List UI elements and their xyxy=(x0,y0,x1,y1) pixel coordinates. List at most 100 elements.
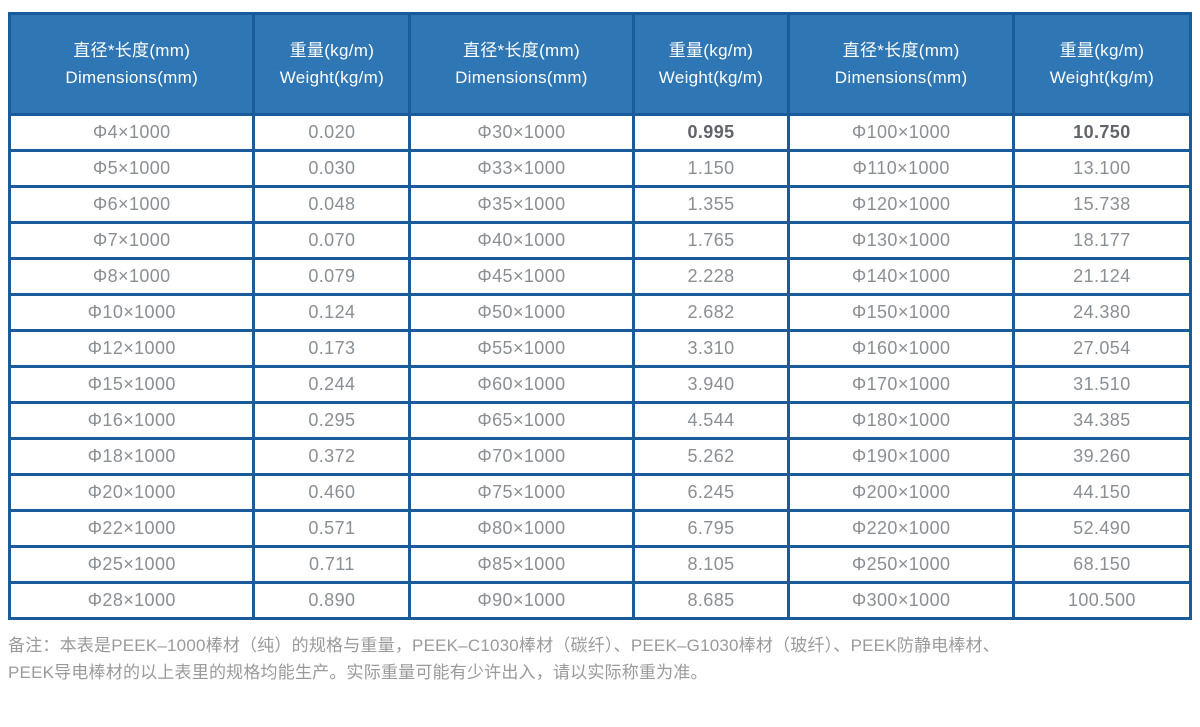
dimension-cell: Φ190×1000 xyxy=(787,437,1015,476)
dimension-cell: Φ20×1000 xyxy=(7,473,256,512)
dimension-cell: Φ220×1000 xyxy=(787,509,1015,548)
dimension-cell: Φ55×1000 xyxy=(408,329,635,368)
weight-cell: 10.750 xyxy=(1011,113,1193,152)
table-row: Φ16×1000 0.295 Φ65×1000 4.544 Φ180×1000 34.38… xyxy=(7,401,1193,440)
note: 备注：本表是PEEK–1000棒材（纯）的规格与重量，PEEK–C1030棒材（… xyxy=(8,632,1192,686)
weight-cell: 68.150 xyxy=(1011,545,1193,584)
weight-cell: 1.765 xyxy=(631,221,791,260)
weight-cell: 3.940 xyxy=(631,365,791,404)
header-label-en: Dimensions(mm) xyxy=(65,68,199,87)
header-label-en: Dimensions(mm) xyxy=(455,68,588,87)
header-dimensions-col2: 直径*长度(mm) Dimensions(mm) xyxy=(408,12,635,116)
header-weight-col2: 重量(kg/m) Weight(kg/m) xyxy=(631,12,791,116)
dimension-cell: Φ45×1000 xyxy=(408,257,635,296)
dimension-cell: Φ70×1000 xyxy=(408,437,635,476)
dimension-cell: Φ130×1000 xyxy=(787,221,1015,260)
weight-cell: 1.355 xyxy=(631,185,791,224)
table-row: Φ18×1000 0.372 Φ70×1000 5.262 Φ190×1000 39.26… xyxy=(7,437,1193,476)
weight-cell: 8.105 xyxy=(631,545,791,584)
dimension-cell: Φ30×1000 xyxy=(408,113,635,152)
header-label-en: Weight(kg/m) xyxy=(1049,68,1155,87)
table-row: Φ20×1000 0.460 Φ75×1000 6.245 Φ200×1000 44.15… xyxy=(7,473,1193,512)
note-line-2: PEEK导电棒材的以上表里的规格均能生产。实际重量可能有少许出入，请以实际称重为… xyxy=(8,663,708,682)
dimension-cell: Φ28×1000 xyxy=(7,581,256,620)
spec-table: 直径*长度(mm) Dimensions(mm) 重量(kg/m) Weight… xyxy=(7,12,1193,620)
weight-cell: 1.150 xyxy=(631,149,791,188)
table-row: Φ5×1000 0.030 Φ33×1000 1.150 Φ110×1000 13.100 xyxy=(7,149,1193,188)
dimension-cell: Φ60×1000 xyxy=(408,365,635,404)
dimension-cell: Φ90×1000 xyxy=(408,581,635,620)
table-row: Φ8×1000 0.079 Φ45×1000 2.228 Φ140×1000 21.124 xyxy=(7,257,1193,296)
page: 直径*长度(mm) Dimensions(mm) 重量(kg/m) Weight… xyxy=(7,12,1193,686)
weight-cell: 0.295 xyxy=(252,401,412,440)
weight-cell: 4.544 xyxy=(631,401,791,440)
table-row: Φ10×1000 0.124 Φ50×1000 2.682 Φ150×1000 24.38… xyxy=(7,293,1193,332)
weight-cell: 18.177 xyxy=(1011,221,1193,260)
header-label-cn: 直径*长度(mm) xyxy=(73,41,191,60)
dimension-cell: Φ300×1000 xyxy=(787,581,1015,620)
weight-cell: 6.795 xyxy=(631,509,791,548)
weight-cell: 6.245 xyxy=(631,473,791,512)
dimension-cell: Φ5×1000 xyxy=(7,149,256,188)
dimension-cell: Φ12×1000 xyxy=(7,329,256,368)
header-row: 直径*长度(mm) Dimensions(mm) 重量(kg/m) Weight… xyxy=(7,12,1193,116)
dimension-cell: Φ250×1000 xyxy=(787,545,1015,584)
dimension-cell: Φ75×1000 xyxy=(408,473,635,512)
dimension-cell: Φ110×1000 xyxy=(787,149,1015,188)
weight-cell: 34.385 xyxy=(1011,401,1193,440)
header-weight-col3: 重量(kg/m) Weight(kg/m) xyxy=(1011,12,1193,116)
weight-cell: 24.380 xyxy=(1011,293,1193,332)
weight-cell: 0.460 xyxy=(252,473,412,512)
header-weight-col1: 重量(kg/m) Weight(kg/m) xyxy=(252,12,412,116)
dimension-cell: Φ85×1000 xyxy=(408,545,635,584)
table-row: Φ28×1000 0.890 Φ90×1000 8.685 Φ300×1000 100.5… xyxy=(7,581,1193,620)
dimension-cell: Φ180×1000 xyxy=(787,401,1015,440)
table-row: Φ4×1000 0.020 Φ30×1000 0.995 Φ100×1000 10.750 xyxy=(7,113,1193,152)
weight-cell: 100.500 xyxy=(1011,581,1193,620)
weight-cell: 44.150 xyxy=(1011,473,1193,512)
table-header: 直径*长度(mm) Dimensions(mm) 重量(kg/m) Weight… xyxy=(7,12,1193,116)
weight-cell: 0.372 xyxy=(252,437,412,476)
header-label-en: Weight(kg/m) xyxy=(279,68,385,87)
weight-cell: 21.124 xyxy=(1011,257,1193,296)
dimension-cell: Φ80×1000 xyxy=(408,509,635,548)
dimension-cell: Φ35×1000 xyxy=(408,185,635,224)
header-label-cn: 重量(kg/m) xyxy=(1059,41,1145,60)
dimension-cell: Φ170×1000 xyxy=(787,365,1015,404)
dimension-cell: Φ140×1000 xyxy=(787,257,1015,296)
header-label-cn: 重量(kg/m) xyxy=(668,41,754,60)
header-dimensions-col3: 直径*长度(mm) Dimensions(mm) xyxy=(787,12,1015,116)
weight-cell: 15.738 xyxy=(1011,185,1193,224)
table-body: Φ4×1000 0.020 Φ30×1000 0.995 Φ100×1000 10.750… xyxy=(7,113,1193,620)
dimension-cell: Φ16×1000 xyxy=(7,401,256,440)
dimension-cell: Φ150×1000 xyxy=(787,293,1015,332)
dimension-cell: Φ100×1000 xyxy=(787,113,1015,152)
dimension-cell: Φ8×1000 xyxy=(7,257,256,296)
weight-cell: 0.244 xyxy=(252,365,412,404)
header-label-en: Weight(kg/m) xyxy=(658,68,764,87)
table-row: Φ12×1000 0.173 Φ55×1000 3.310 Φ160×1000 27.05… xyxy=(7,329,1193,368)
weight-cell: 0.124 xyxy=(252,293,412,332)
weight-cell: 5.262 xyxy=(631,437,791,476)
dimension-cell: Φ6×1000 xyxy=(7,185,256,224)
dimension-cell: Φ33×1000 xyxy=(408,149,635,188)
weight-cell: 31.510 xyxy=(1011,365,1193,404)
weight-cell: 0.079 xyxy=(252,257,412,296)
weight-cell: 2.228 xyxy=(631,257,791,296)
weight-cell: 0.030 xyxy=(252,149,412,188)
table-row: Φ7×1000 0.070 Φ40×1000 1.765 Φ130×1000 18.177 xyxy=(7,221,1193,260)
dimension-cell: Φ50×1000 xyxy=(408,293,635,332)
dimension-cell: Φ15×1000 xyxy=(7,365,256,404)
weight-cell: 0.173 xyxy=(252,329,412,368)
dimension-cell: Φ40×1000 xyxy=(408,221,635,260)
header-label-cn: 直径*长度(mm) xyxy=(462,41,580,60)
dimension-cell: Φ65×1000 xyxy=(408,401,635,440)
dimension-cell: Φ200×1000 xyxy=(787,473,1015,512)
weight-cell: 0.020 xyxy=(252,113,412,152)
weight-cell: 27.054 xyxy=(1011,329,1193,368)
weight-cell: 0.070 xyxy=(252,221,412,260)
table-row: Φ22×1000 0.571 Φ80×1000 6.795 Φ220×1000 52.49… xyxy=(7,509,1193,548)
weight-cell: 52.490 xyxy=(1011,509,1193,548)
table-row: Φ25×1000 0.711 Φ85×1000 8.105 Φ250×1000 68.15… xyxy=(7,545,1193,584)
dimension-cell: Φ120×1000 xyxy=(787,185,1015,224)
